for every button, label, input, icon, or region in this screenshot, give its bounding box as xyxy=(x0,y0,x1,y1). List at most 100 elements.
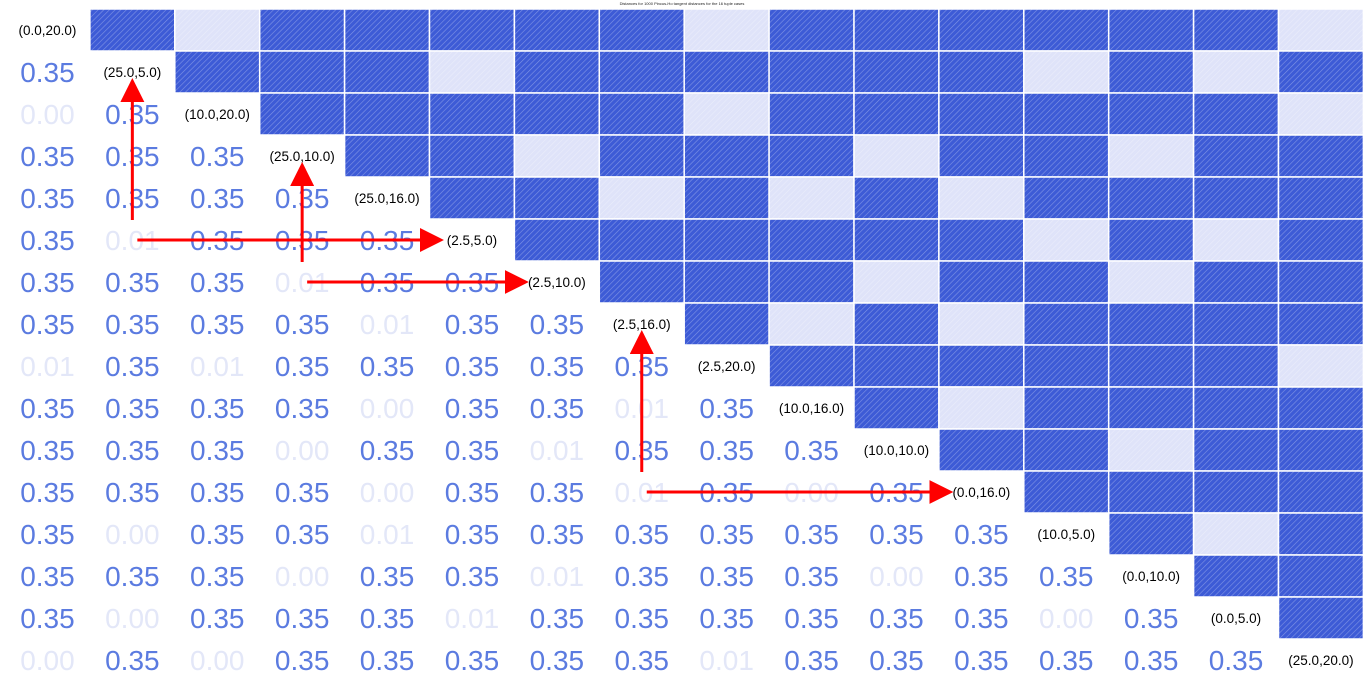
distance-value: 0.35 xyxy=(275,393,330,424)
distance-value: 0.01 xyxy=(699,645,754,676)
cell-hatch xyxy=(1193,219,1279,261)
distance-value: 0.35 xyxy=(105,309,160,340)
cell-hatch xyxy=(1278,303,1364,345)
matrix-cell xyxy=(1192,218,1280,262)
distance-value: 0.00 xyxy=(360,393,415,424)
cell-hatch xyxy=(1023,261,1109,303)
distance-value: 0.35 xyxy=(105,267,160,298)
distance-value: 0.35 xyxy=(190,519,245,550)
cell-hatch xyxy=(514,177,600,219)
distance-value: 0.35 xyxy=(190,267,245,298)
matrix-cell xyxy=(1023,50,1110,94)
matrix-cell xyxy=(853,260,940,304)
distance-value: 0.35 xyxy=(190,603,245,634)
cell-hatch xyxy=(174,9,260,51)
matrix-cell xyxy=(853,386,940,430)
cell-hatch xyxy=(1193,555,1279,597)
cell-border xyxy=(1277,596,1365,640)
cell-hatch xyxy=(1278,429,1364,471)
matrix-cell xyxy=(1277,92,1365,136)
cell-hatch xyxy=(599,261,685,303)
matrix-cell xyxy=(853,302,940,346)
matrix-cell xyxy=(1277,470,1365,514)
cell-hatch xyxy=(599,93,685,135)
matrix-cell xyxy=(174,8,261,52)
cell-hatch xyxy=(684,219,770,261)
cell-hatch xyxy=(1023,9,1109,51)
matrix-cell xyxy=(513,176,601,220)
distance-value: 0.01 xyxy=(360,309,415,340)
matrix-cell xyxy=(1107,50,1195,94)
cell-hatch xyxy=(938,177,1024,219)
distance-value: 0.01 xyxy=(530,435,585,466)
cell-hatch xyxy=(1278,219,1364,261)
matrix-cell xyxy=(1277,260,1365,304)
cell-hatch xyxy=(1108,261,1194,303)
distance-value: 0.35 xyxy=(530,309,585,340)
distance-value: 0.35 xyxy=(360,645,415,676)
cell-hatch xyxy=(89,9,175,51)
matrix-cell xyxy=(853,344,940,388)
distance-value: 0.35 xyxy=(530,393,585,424)
matrix-cell xyxy=(513,134,601,178)
matrix-cell xyxy=(343,8,431,52)
cell-hatch xyxy=(1108,177,1194,219)
matrix-cell xyxy=(1277,302,1365,346)
cell-hatch xyxy=(854,261,939,303)
matrix-cell xyxy=(343,134,431,178)
cell-hatch xyxy=(854,9,939,51)
matrix-cell xyxy=(1023,176,1110,220)
cell-hatch xyxy=(854,387,939,429)
cell-hatch xyxy=(1023,135,1109,177)
matrix-cell xyxy=(683,302,770,346)
distance-value: 0.35 xyxy=(784,435,839,466)
cell-hatch xyxy=(1278,597,1364,639)
cell-hatch xyxy=(684,177,770,219)
cell-hatch xyxy=(938,345,1024,387)
matrix-cell xyxy=(768,218,855,262)
distance-value: 0.35 xyxy=(445,561,500,592)
distance-value: 0.35 xyxy=(445,519,500,550)
distance-value: 0.35 xyxy=(105,645,160,676)
diagonal-label: (25.0,10.0) xyxy=(270,149,335,164)
matrix-cell xyxy=(1023,92,1110,136)
matrix-cell xyxy=(428,92,516,136)
matrix-cell xyxy=(428,134,516,178)
distance-value: 0.35 xyxy=(615,561,670,592)
matrix-cell xyxy=(1023,134,1110,178)
matrix-cell xyxy=(513,50,601,94)
matrix-cell xyxy=(428,8,516,52)
matrix-cell xyxy=(1277,218,1365,262)
distance-value: 0.00 xyxy=(360,477,415,508)
cell-hatch xyxy=(854,219,939,261)
matrix-cell xyxy=(768,50,855,94)
distance-value: 0.00 xyxy=(105,519,160,550)
diagonal-label: (10.0,16.0) xyxy=(779,401,844,416)
distance-value: 0.35 xyxy=(190,561,245,592)
cell-hatch xyxy=(854,177,939,219)
matrix-cell xyxy=(768,8,855,52)
cell-hatch xyxy=(1193,387,1279,429)
cell-hatch xyxy=(1278,135,1364,177)
cell-hatch xyxy=(938,93,1024,135)
distance-value: 0.35 xyxy=(1039,561,1094,592)
distance-value: 0.35 xyxy=(190,141,245,172)
cell-hatch xyxy=(259,51,345,93)
distance-value: 0.00 xyxy=(275,561,330,592)
matrix-cell xyxy=(938,218,1025,262)
cell-hatch xyxy=(769,93,854,135)
cell-hatch xyxy=(1023,387,1109,429)
cell-hatch xyxy=(769,51,854,93)
distance-value: 0.35 xyxy=(360,351,415,382)
diagonal-label: (0.0,20.0) xyxy=(19,23,77,38)
distance-value: 0.35 xyxy=(1209,645,1264,676)
cell-hatch xyxy=(769,303,854,345)
distance-value: 0.35 xyxy=(275,519,330,550)
distance-value: 0.35 xyxy=(784,603,839,634)
cell-hatch xyxy=(1108,471,1194,513)
matrix-cell xyxy=(853,176,940,220)
cell-hatch xyxy=(1278,261,1364,303)
cell-hatch xyxy=(938,261,1024,303)
matrix-cell xyxy=(1023,218,1110,262)
